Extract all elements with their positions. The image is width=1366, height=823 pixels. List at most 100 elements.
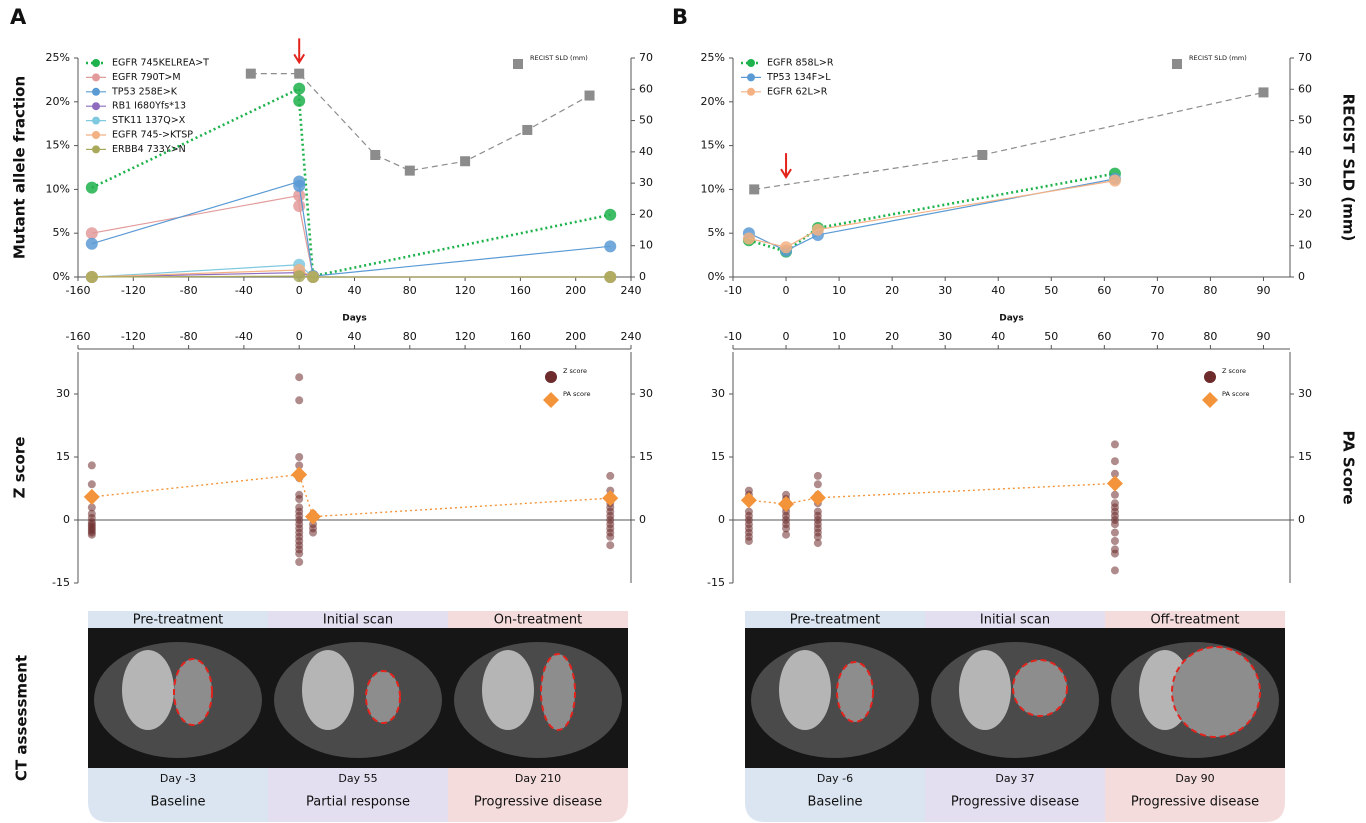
figure: A B CT assessment -160-120-80-4004080120…: [0, 0, 1366, 823]
circle-marker: [86, 227, 98, 239]
x-tick-label: 30: [938, 284, 952, 297]
phase-label: On-treatment: [494, 613, 582, 628]
ct-assessment-label: CT assessment: [13, 655, 31, 781]
y-tick-label: 15: [56, 450, 70, 463]
y2-tick-label: 20: [1298, 207, 1312, 220]
x-tick-label: 10: [832, 284, 846, 297]
y-tick-label: 0%: [708, 270, 725, 283]
x-tick-label: 80: [1203, 330, 1217, 343]
arrow: [781, 153, 791, 177]
legend-marker: [747, 59, 755, 67]
y2-tick-label: 70: [1298, 51, 1312, 64]
panel-label: B: [672, 5, 688, 29]
panel-label: A: [10, 5, 27, 29]
legend-marker: [545, 371, 557, 383]
y2-tick-label: 20: [639, 207, 653, 220]
x-tick-label: 70: [1150, 284, 1164, 297]
x-tick-label: 20: [885, 284, 899, 297]
x-tick-label: 90: [1256, 284, 1270, 297]
day-label: Day 90: [1175, 772, 1214, 785]
ct-body: [454, 642, 622, 758]
legend-marker: [1202, 392, 1218, 408]
series-line: [92, 475, 610, 517]
circle-marker: [293, 270, 305, 282]
y-axis-label: Z score: [11, 437, 29, 499]
square-marker: [460, 156, 470, 166]
legend-label: EGFR 745KELREA>T: [112, 58, 209, 69]
x-tick-label: -80: [180, 330, 198, 343]
day-label: Day -6: [817, 772, 853, 785]
ct-organ: [779, 650, 831, 730]
circle-marker: [1111, 491, 1119, 499]
y-tick-label: 0%: [53, 270, 70, 283]
x-tick-label: -80: [180, 284, 198, 297]
square-marker: [749, 184, 759, 194]
circle-marker: [814, 472, 822, 480]
legend-marker: [92, 102, 100, 110]
x-tick-label: 160: [510, 284, 531, 297]
x-tick-label: 40: [991, 284, 1005, 297]
y-tick-label: 20%: [701, 95, 725, 108]
diamond-marker: [305, 509, 321, 525]
circle-marker: [814, 539, 822, 547]
response-label: Progressive disease: [474, 795, 602, 810]
y-tick-label: 10%: [701, 182, 725, 195]
phase-label: Off-treatment: [1150, 613, 1239, 628]
legend-label: EGFR 745->KTSP: [112, 130, 193, 141]
y-tick-label: 15%: [46, 139, 70, 152]
y-tick-label: 0: [718, 513, 725, 526]
x-tick-label: 40: [991, 330, 1005, 343]
circle-marker: [606, 533, 614, 541]
circle-marker: [814, 480, 822, 488]
circle-marker: [88, 461, 96, 469]
circle-marker: [604, 240, 616, 252]
response-label: Baseline: [150, 795, 205, 810]
circle-marker: [1111, 566, 1119, 574]
circle-marker: [88, 531, 96, 539]
diamond-marker: [1107, 475, 1123, 491]
x-tick-label: 200: [565, 330, 586, 343]
circle-marker: [307, 271, 319, 283]
phase-label: Initial scan: [323, 613, 393, 628]
ct-lesion: [366, 671, 400, 723]
ct-organ: [959, 650, 1011, 730]
legend-label: EGFR 62L>R: [767, 86, 828, 97]
circle-marker: [1111, 520, 1119, 528]
y2-tick-label: 30: [639, 176, 653, 189]
circle-marker: [295, 453, 303, 461]
series-line: [92, 196, 313, 277]
legend-marker: [747, 88, 755, 96]
y2-tick-label: 30: [639, 387, 653, 400]
x-tick-label: 50: [1044, 284, 1058, 297]
x-axis-label: Days: [999, 314, 1024, 324]
y2-tick-label: 70: [639, 51, 653, 64]
circle-marker: [309, 529, 317, 537]
x-tick-label: -120: [121, 284, 146, 297]
ct-body: [274, 642, 442, 758]
x-axis-label: Days: [342, 314, 367, 324]
response-label: Progressive disease: [1131, 795, 1259, 810]
circle-marker: [782, 531, 790, 539]
circle-marker: [812, 224, 824, 236]
diamond-marker: [810, 490, 826, 506]
diamond-marker: [291, 467, 307, 483]
legend-marker: [543, 392, 559, 408]
circle-marker: [604, 271, 616, 283]
legend-marker: [92, 117, 100, 125]
circle-marker: [1111, 550, 1119, 558]
series-line: [749, 174, 1115, 252]
y2-tick-label: 0: [639, 513, 646, 526]
legend-marker: [92, 145, 100, 153]
y-axis-label: Mutant allele fraction: [11, 76, 29, 259]
legend-marker: [92, 73, 100, 81]
phase-label: Initial scan: [980, 613, 1050, 628]
circle-marker: [606, 472, 614, 480]
y2-tick-label: 30: [1298, 176, 1312, 189]
ct-body: [751, 642, 919, 758]
x-tick-label: 70: [1150, 330, 1164, 343]
legend-label: RECIST SLD (mm): [1189, 54, 1247, 62]
y-tick-label: 15%: [701, 139, 725, 152]
day-label: Day 210: [515, 772, 561, 785]
x-tick-label: 160: [510, 330, 531, 343]
x-tick-label: 0: [296, 284, 303, 297]
